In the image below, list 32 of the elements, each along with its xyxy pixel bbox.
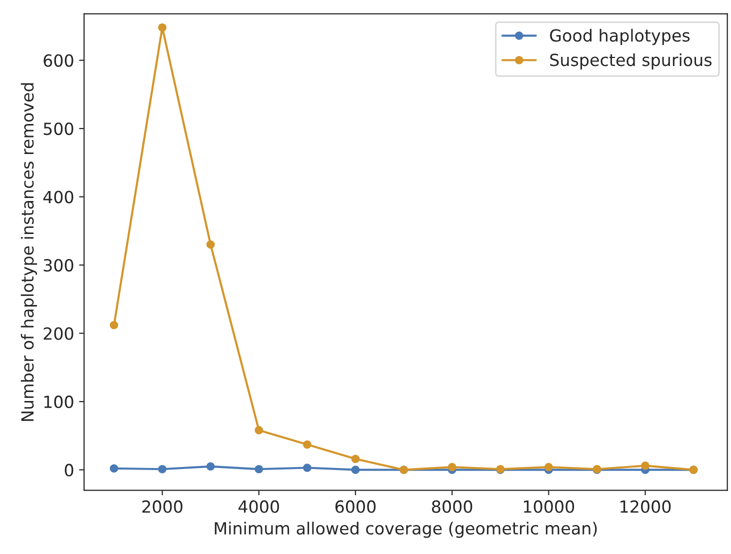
point — [448, 462, 456, 472]
point — [303, 464, 312, 472]
y-tick-label: 0 — [64, 464, 74, 476]
x-axis-title: Minimum allowed coverage (geometric mean) — [214, 522, 597, 538]
y-tick-label: 500 — [44, 122, 74, 136]
point — [641, 462, 650, 470]
point — [110, 464, 118, 473]
point — [254, 426, 264, 434]
x-tick-label: 4000 — [238, 500, 279, 513]
x-tick-label: 12000 — [620, 500, 671, 513]
x-tick-label: 2000 — [142, 500, 182, 513]
point — [544, 462, 553, 472]
y-tick-label: 200 — [44, 327, 74, 340]
point — [254, 464, 264, 474]
x-tick-label: 6000 — [335, 500, 376, 513]
y-tick-label: 400 — [43, 190, 74, 204]
y-tick-label: 600 — [44, 54, 74, 67]
x-tick-label: 8000 — [432, 500, 472, 513]
legend-label: Suspected spurious — [550, 53, 712, 70]
point — [351, 454, 360, 464]
legend-label: Good haplotypes — [550, 28, 690, 45]
point — [351, 466, 360, 474]
y-tick-label: 300 — [44, 259, 74, 272]
point — [158, 464, 166, 474]
y-tick-label: 100 — [44, 396, 74, 408]
point — [158, 23, 166, 32]
point — [206, 462, 215, 471]
point — [206, 240, 215, 249]
point — [303, 440, 312, 449]
x-tick-label: 10000 — [524, 500, 574, 513]
point — [110, 320, 118, 330]
y-axis-title: Number of haplotype instances removed — [20, 83, 37, 421]
